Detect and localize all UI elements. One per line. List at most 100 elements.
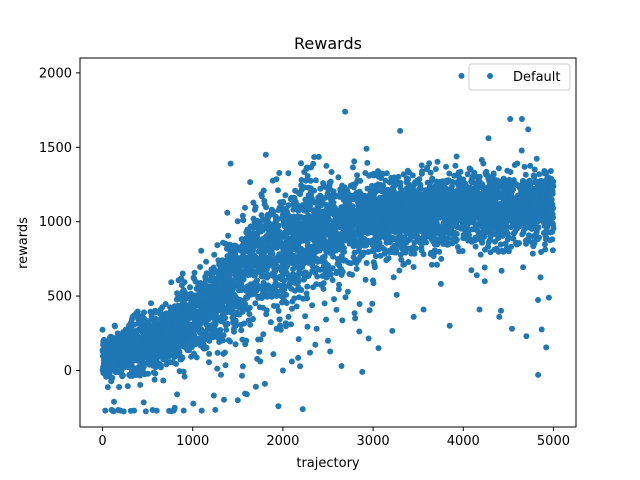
data-point bbox=[363, 260, 370, 266]
data-point bbox=[518, 147, 525, 154]
data-point bbox=[295, 278, 302, 285]
data-point bbox=[111, 323, 118, 330]
data-point bbox=[535, 224, 542, 231]
data-point bbox=[135, 311, 141, 318]
data-point bbox=[309, 302, 316, 309]
data-point bbox=[446, 170, 453, 177]
data-point bbox=[137, 381, 144, 388]
data-point bbox=[426, 160, 433, 167]
data-point bbox=[393, 291, 400, 298]
data-point bbox=[410, 264, 417, 270]
data-point bbox=[220, 332, 227, 339]
data-point bbox=[162, 301, 169, 307]
data-point bbox=[218, 371, 224, 378]
data-point bbox=[383, 170, 390, 177]
data-point bbox=[434, 158, 441, 165]
data-point bbox=[437, 280, 444, 287]
data-point bbox=[312, 177, 319, 184]
data-point bbox=[198, 247, 205, 254]
data-point bbox=[141, 309, 147, 316]
data-point bbox=[339, 268, 346, 275]
data-point bbox=[247, 321, 254, 328]
data-point bbox=[335, 174, 342, 181]
data-point bbox=[349, 164, 356, 171]
data-point bbox=[232, 341, 239, 348]
data-point bbox=[436, 248, 443, 255]
data-point bbox=[240, 217, 247, 224]
data-point bbox=[223, 326, 230, 333]
data-point bbox=[480, 160, 487, 167]
data-point bbox=[364, 159, 371, 166]
data-point bbox=[477, 251, 484, 258]
data-point bbox=[545, 294, 552, 301]
data-point bbox=[452, 162, 459, 169]
data-point bbox=[224, 209, 231, 216]
data-point bbox=[181, 373, 188, 380]
data-point bbox=[257, 336, 264, 343]
data-point bbox=[395, 173, 402, 180]
data-point bbox=[541, 241, 548, 248]
data-point bbox=[315, 153, 322, 160]
data-point bbox=[365, 335, 372, 342]
data-point bbox=[224, 320, 231, 327]
data-point bbox=[206, 359, 212, 366]
data-point bbox=[192, 278, 199, 285]
data-point bbox=[459, 248, 466, 254]
data-point bbox=[99, 326, 106, 333]
data-point bbox=[362, 276, 369, 283]
data-point bbox=[116, 384, 123, 390]
data-point bbox=[109, 374, 116, 381]
data-point bbox=[457, 168, 464, 175]
data-point bbox=[263, 204, 270, 211]
data-point bbox=[390, 274, 397, 281]
data-point bbox=[280, 199, 287, 206]
data-point bbox=[328, 169, 335, 175]
data-point bbox=[124, 383, 131, 390]
data-point bbox=[389, 327, 396, 334]
data-point bbox=[427, 169, 434, 176]
data-point bbox=[329, 277, 336, 283]
data-point bbox=[145, 370, 151, 377]
data-point bbox=[148, 300, 154, 307]
data-point bbox=[327, 271, 334, 278]
data-point bbox=[498, 307, 504, 314]
data-point bbox=[285, 313, 292, 320]
data-point bbox=[481, 278, 488, 285]
data-point bbox=[533, 155, 540, 162]
data-point bbox=[320, 280, 327, 287]
data-point bbox=[323, 316, 330, 323]
data-point bbox=[549, 247, 556, 254]
data-point bbox=[311, 187, 318, 194]
data-point bbox=[119, 372, 126, 379]
data-point bbox=[206, 337, 213, 344]
data-point bbox=[242, 204, 248, 211]
data-point bbox=[276, 316, 283, 323]
data-point bbox=[354, 172, 361, 179]
data-point bbox=[521, 163, 528, 170]
data-point bbox=[321, 300, 328, 307]
data-point bbox=[202, 276, 209, 283]
data-point bbox=[453, 153, 460, 160]
data-point bbox=[304, 283, 311, 290]
data-point bbox=[453, 230, 460, 237]
data-point bbox=[295, 336, 302, 343]
chart-title: Rewards bbox=[294, 34, 362, 53]
data-point bbox=[331, 296, 337, 303]
data-point bbox=[341, 248, 348, 255]
data-point bbox=[190, 400, 197, 407]
data-point bbox=[180, 368, 187, 375]
data-point bbox=[396, 267, 403, 274]
data-point bbox=[263, 307, 270, 314]
data-point bbox=[254, 277, 260, 284]
data-point bbox=[234, 218, 241, 225]
data-point bbox=[210, 264, 217, 271]
data-point bbox=[416, 176, 423, 183]
data-point bbox=[312, 341, 319, 348]
data-point bbox=[357, 177, 364, 184]
data-point bbox=[174, 391, 181, 398]
data-point bbox=[277, 326, 284, 333]
data-point bbox=[344, 288, 351, 295]
data-point bbox=[371, 264, 378, 271]
data-point bbox=[304, 295, 311, 302]
data-point bbox=[420, 251, 427, 258]
